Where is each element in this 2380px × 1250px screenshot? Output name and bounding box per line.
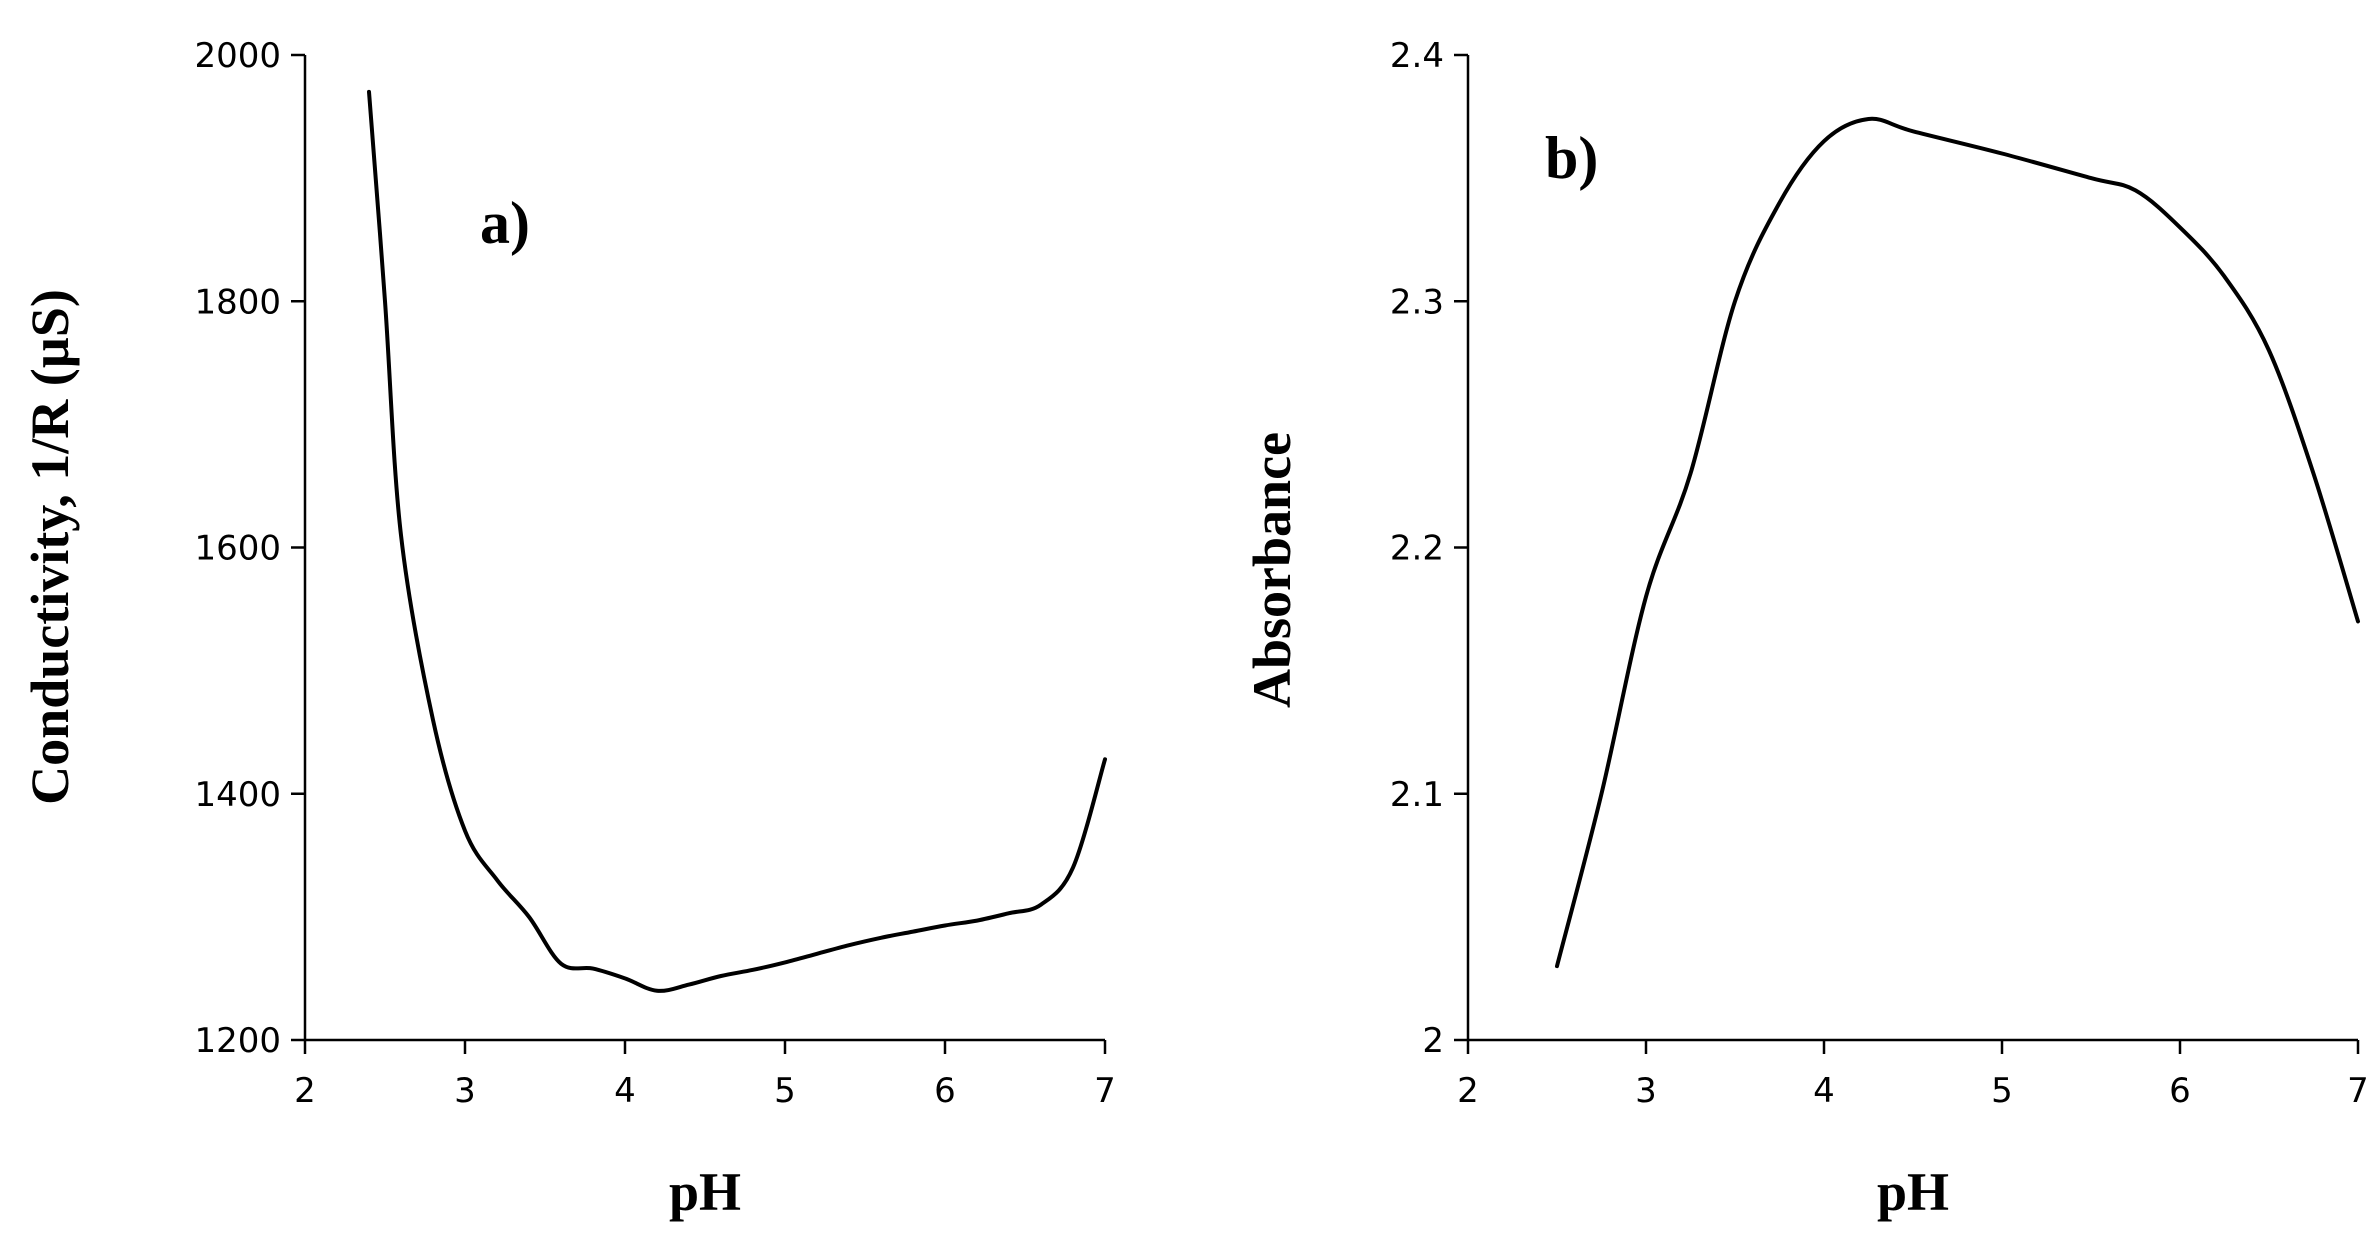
panel-label-a: a): [480, 190, 530, 256]
x-tick-label-b: 4: [1813, 1071, 1835, 1111]
y-tick-label-a: 1200: [194, 1021, 281, 1061]
x-tick-label-b: 6: [2169, 1071, 2191, 1111]
x-tick-label-b: 3: [1635, 1071, 1657, 1111]
y-ticks-a: 1200 1400 1600 1800 2000: [194, 36, 305, 1061]
y-tick-label-b: 2.1: [1390, 775, 1444, 815]
x-tick-label-b: 2: [1457, 1071, 1479, 1111]
y-tick-label-a: 2000: [194, 36, 281, 76]
panel-a: 1200 1400 1600 1800 2000 2 3 4 5 6 7 a) pH Conduc…: [20, 36, 1116, 1222]
y-tick-label-b: 2.3: [1390, 282, 1444, 322]
x-axis-title-b: pH: [1877, 1162, 1949, 1222]
y-ticks-b: 2 2.1 2.2 2.3 2.4: [1390, 36, 1468, 1061]
x-tick-label-a: 3: [454, 1071, 476, 1111]
x-tick-label-b: 7: [2347, 1071, 2369, 1111]
y-tick-label-b: 2: [1422, 1021, 1444, 1061]
y-axis-title-a: Conductivity, 1/R (µS): [20, 289, 80, 805]
y-tick-label-a: 1800: [194, 282, 281, 322]
panel-b: 2 2.1 2.2 2.3 2.4 2 3 4 5 6 7 b) pH Absorbance: [1242, 36, 2369, 1222]
x-tick-label-a: 5: [774, 1071, 796, 1111]
y-tick-label-b: 2.4: [1390, 36, 1444, 76]
y-tick-label-b: 2.2: [1390, 529, 1444, 569]
x-tick-label-a: 6: [934, 1071, 956, 1111]
y-tick-label-a: 1600: [194, 529, 281, 569]
y-axis-title-b: Absorbance: [1242, 432, 1302, 708]
x-ticks-a: 2 3 4 5 6 7: [294, 1040, 1116, 1111]
x-axis-title-a: pH: [669, 1162, 741, 1222]
x-ticks-b: 2 3 4 5 6 7: [1457, 1040, 2369, 1111]
x-tick-label-a: 4: [614, 1071, 636, 1111]
y-tick-label-a: 1400: [194, 775, 281, 815]
panel-label-b: b): [1545, 125, 1598, 191]
x-tick-label-a: 7: [1094, 1071, 1116, 1111]
x-tick-label-b: 5: [1991, 1071, 2013, 1111]
absorbance-line: [1555, 116, 2360, 969]
x-tick-label-a: 2: [294, 1071, 316, 1111]
conductivity-line: [367, 89, 1107, 993]
